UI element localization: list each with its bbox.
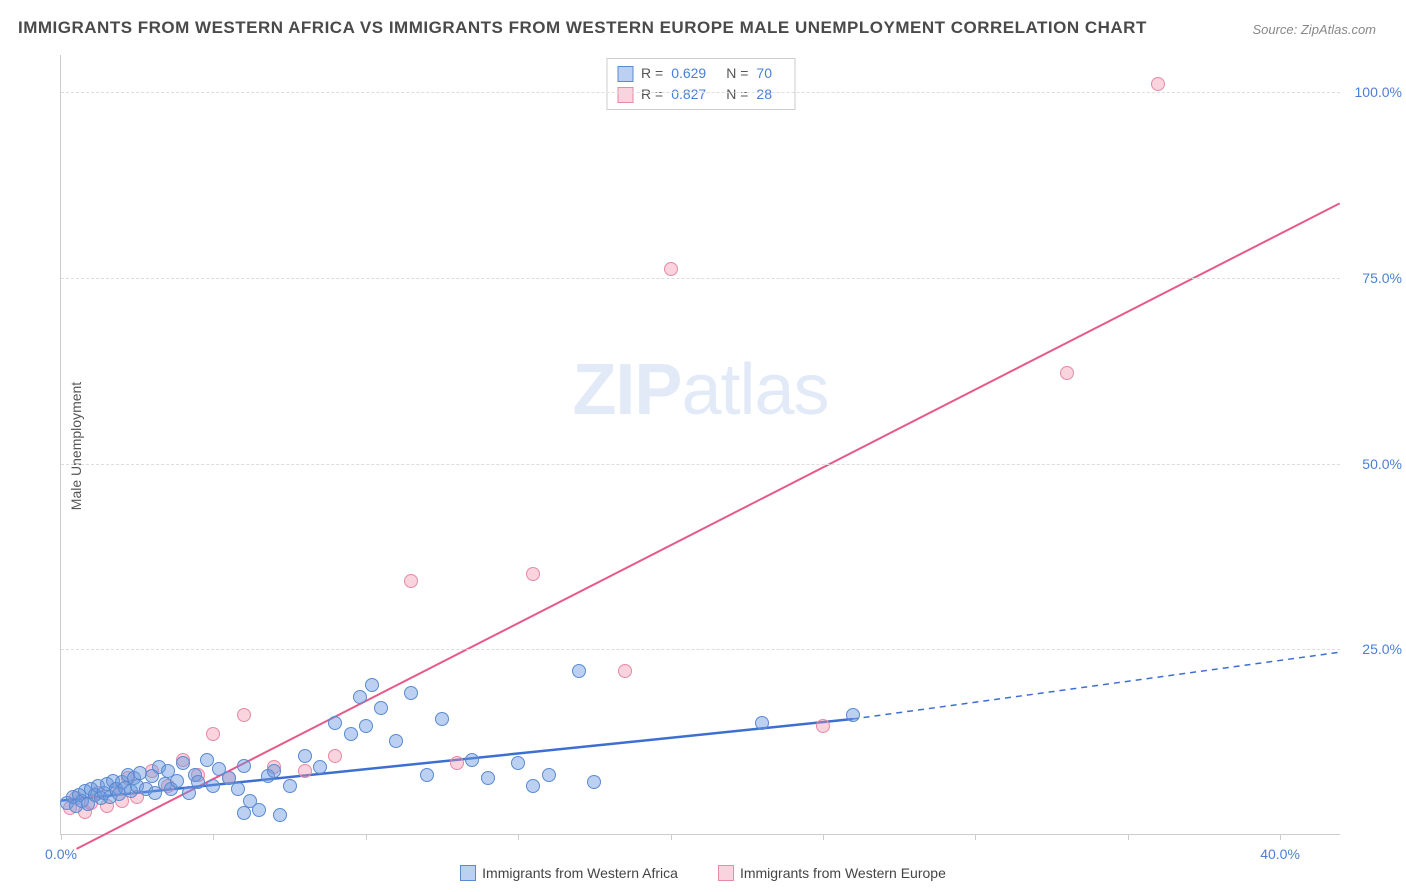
stat-n-label: N = xyxy=(726,63,748,84)
scatter-point-b xyxy=(1151,77,1165,91)
stats-legend: R = 0.629 N = 70 R = 0.827 N = 28 xyxy=(606,58,795,110)
scatter-point-a xyxy=(404,686,418,700)
scatter-point-a xyxy=(206,779,220,793)
scatter-point-a xyxy=(283,779,297,793)
stat-r-label: R = xyxy=(641,63,663,84)
scatter-point-b xyxy=(404,574,418,588)
x-tick xyxy=(213,834,214,840)
stats-legend-row: R = 0.629 N = 70 xyxy=(617,63,784,84)
scatter-point-b xyxy=(328,749,342,763)
scatter-point-b xyxy=(298,764,312,778)
scatter-point-a xyxy=(267,764,281,778)
trend-line xyxy=(77,203,1340,848)
stats-legend-row: R = 0.827 N = 28 xyxy=(617,84,784,105)
legend-swatch xyxy=(617,87,633,103)
scatter-point-b xyxy=(237,708,251,722)
source-attribution: Source: ZipAtlas.com xyxy=(1252,22,1376,37)
bottom-legend-item: Immigrants from Western Europe xyxy=(718,865,946,881)
legend-swatch xyxy=(617,66,633,82)
scatter-point-a xyxy=(252,803,266,817)
scatter-point-b xyxy=(816,719,830,733)
grid-line xyxy=(61,278,1340,279)
legend-swatch xyxy=(460,865,476,881)
trend-lines-svg xyxy=(61,55,1340,834)
stat-n-label: N = xyxy=(726,84,748,105)
x-tick xyxy=(1128,834,1129,840)
scatter-point-a xyxy=(170,774,184,788)
scatter-point-a xyxy=(273,808,287,822)
scatter-point-b xyxy=(618,664,632,678)
scatter-point-a xyxy=(846,708,860,722)
grid-line xyxy=(61,92,1340,93)
scatter-point-a xyxy=(176,756,190,770)
scatter-point-a xyxy=(420,768,434,782)
grid-line xyxy=(61,649,1340,650)
x-tick-label: 0.0% xyxy=(45,846,77,862)
watermark-zip: ZIP xyxy=(572,350,681,430)
legend-swatch xyxy=(718,865,734,881)
scatter-point-a xyxy=(231,782,245,796)
scatter-point-a xyxy=(328,716,342,730)
scatter-point-a xyxy=(359,719,373,733)
scatter-point-a xyxy=(587,775,601,789)
scatter-point-b xyxy=(206,727,220,741)
watermark: ZIPatlas xyxy=(572,349,828,431)
x-tick-label: 40.0% xyxy=(1260,846,1300,862)
scatter-point-a xyxy=(465,753,479,767)
scatter-point-a xyxy=(353,690,367,704)
scatter-point-a xyxy=(237,759,251,773)
stat-r-value: 0.629 xyxy=(671,63,706,84)
x-tick xyxy=(823,834,824,840)
scatter-point-a xyxy=(313,760,327,774)
x-tick xyxy=(975,834,976,840)
y-tick-label: 50.0% xyxy=(1362,456,1402,472)
scatter-point-a xyxy=(374,701,388,715)
x-tick xyxy=(671,834,672,840)
scatter-point-a xyxy=(389,734,403,748)
trend-line xyxy=(853,652,1340,719)
scatter-point-a xyxy=(511,756,525,770)
legend-label: Immigrants from Western Africa xyxy=(482,865,678,881)
scatter-point-a xyxy=(572,664,586,678)
x-tick xyxy=(518,834,519,840)
scatter-point-a xyxy=(755,716,769,730)
stat-r-label: R = xyxy=(641,84,663,105)
scatter-point-b xyxy=(664,262,678,276)
stat-n-value: 28 xyxy=(756,84,772,105)
scatter-point-a xyxy=(344,727,358,741)
y-tick-label: 100.0% xyxy=(1355,84,1402,100)
scatter-point-b xyxy=(450,756,464,770)
scatter-point-a xyxy=(481,771,495,785)
plot-area: ZIPatlas R = 0.629N = 70R = 0.827N = 28 … xyxy=(60,55,1340,835)
x-tick xyxy=(61,834,62,840)
watermark-atlas: atlas xyxy=(681,350,828,430)
scatter-point-a xyxy=(526,779,540,793)
y-tick-label: 25.0% xyxy=(1362,641,1402,657)
bottom-legend: Immigrants from Western Africa Immigrants… xyxy=(0,865,1406,884)
x-tick xyxy=(1280,834,1281,840)
stat-n-value: 70 xyxy=(756,63,772,84)
scatter-point-b xyxy=(526,567,540,581)
x-tick xyxy=(366,834,367,840)
scatter-point-a xyxy=(435,712,449,726)
scatter-point-a xyxy=(365,678,379,692)
y-tick-label: 75.0% xyxy=(1362,270,1402,286)
bottom-legend-item: Immigrants from Western Africa xyxy=(460,865,678,881)
scatter-point-a xyxy=(298,749,312,763)
scatter-point-a xyxy=(191,775,205,789)
stat-r-value: 0.827 xyxy=(671,84,706,105)
grid-line xyxy=(61,464,1340,465)
scatter-point-a xyxy=(542,768,556,782)
legend-label: Immigrants from Western Europe xyxy=(740,865,946,881)
scatter-point-a xyxy=(182,786,196,800)
chart-title: IMMIGRANTS FROM WESTERN AFRICA VS IMMIGR… xyxy=(18,18,1147,38)
scatter-point-b xyxy=(1060,366,1074,380)
scatter-point-a xyxy=(237,806,251,820)
